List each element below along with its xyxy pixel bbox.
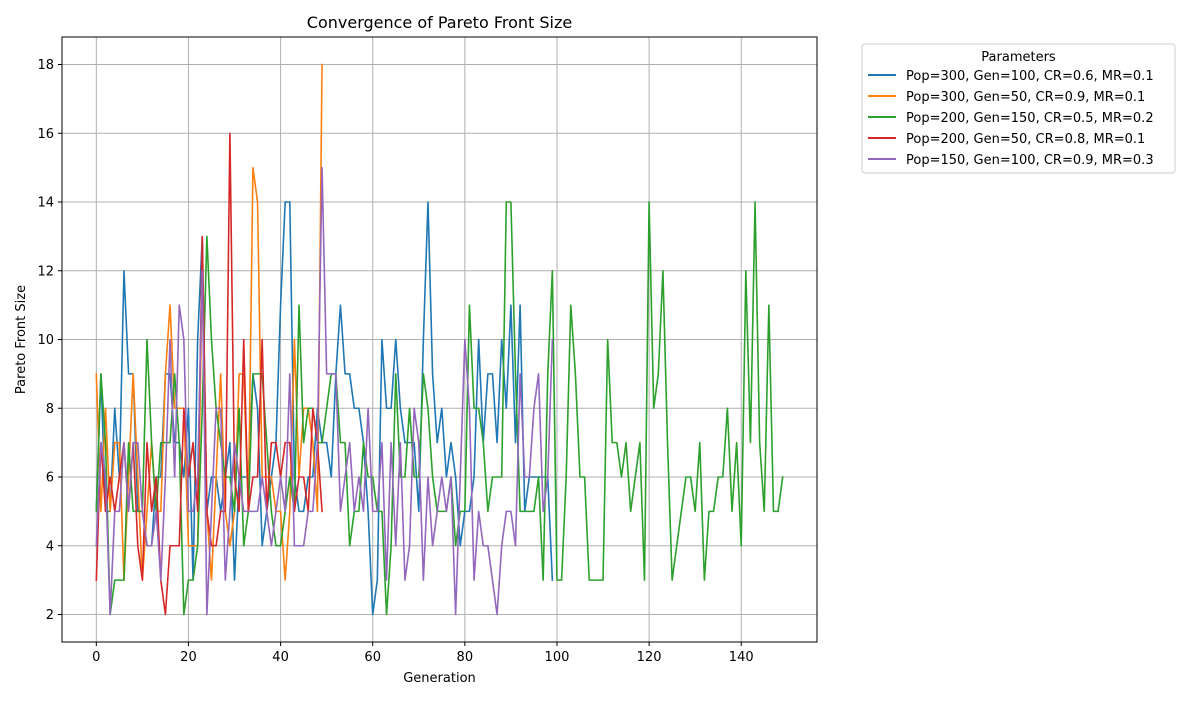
x-tick-label: 20 — [180, 650, 197, 665]
x-tick-label: 0 — [92, 650, 100, 665]
series-line-5 — [95, 166, 554, 616]
legend-box — [861, 43, 1176, 174]
y-tick-label: 10 — [37, 333, 54, 348]
y-tick-label: 16 — [37, 127, 54, 142]
legend-items: Pop=300, Gen=100, CR=0.6, MR=0.1 Pop=300,… — [868, 69, 1154, 168]
x-tick-label: 120 — [637, 650, 662, 665]
legend-entry-label: Pop=300, Gen=100, CR=0.6, MR=0.1 — [906, 69, 1154, 84]
y-tick-label: 2 — [46, 608, 54, 623]
legend-entry-label: Pop=200, Gen=150, CR=0.5, MR=0.2 — [906, 111, 1154, 126]
y-tick-label: 18 — [37, 58, 54, 73]
y-tick-label: 4 — [46, 539, 54, 554]
legend-title: Parameters — [981, 50, 1056, 65]
legend-entry-label: Pop=150, Gen=100, CR=0.9, MR=0.3 — [906, 153, 1154, 168]
x-tick-label: 80 — [457, 650, 474, 665]
lines-layer — [95, 63, 784, 616]
x-tick-label: 40 — [272, 650, 289, 665]
x-tick-label: 100 — [545, 650, 570, 665]
x-tick-label: 140 — [729, 650, 754, 665]
y-tick-label: 8 — [46, 402, 54, 417]
y-tick-label: 12 — [37, 264, 54, 279]
y-tick-label: 14 — [37, 196, 54, 211]
legend: Parameters Pop=300, Gen=100, CR=0.6, MR=… — [861, 43, 1176, 174]
x-axis-label: Generation — [403, 671, 476, 686]
series-line-3 — [95, 201, 784, 616]
y-tick-label: 6 — [46, 471, 54, 486]
y-axis-label: Pareto Front Size — [14, 285, 29, 394]
legend-entry-label: Pop=200, Gen=50, CR=0.8, MR=0.1 — [906, 132, 1145, 147]
legend-entry-label: Pop=300, Gen=50, CR=0.9, MR=0.1 — [906, 90, 1145, 105]
ticks-layer: 0 20 40 60 80 100 120 140 2 4 6 8 10 12 14 16 18 — [37, 58, 753, 665]
chart-title: Convergence of Pareto Front Size — [307, 13, 572, 32]
x-tick-label: 60 — [364, 650, 381, 665]
series-line-4 — [95, 132, 323, 616]
